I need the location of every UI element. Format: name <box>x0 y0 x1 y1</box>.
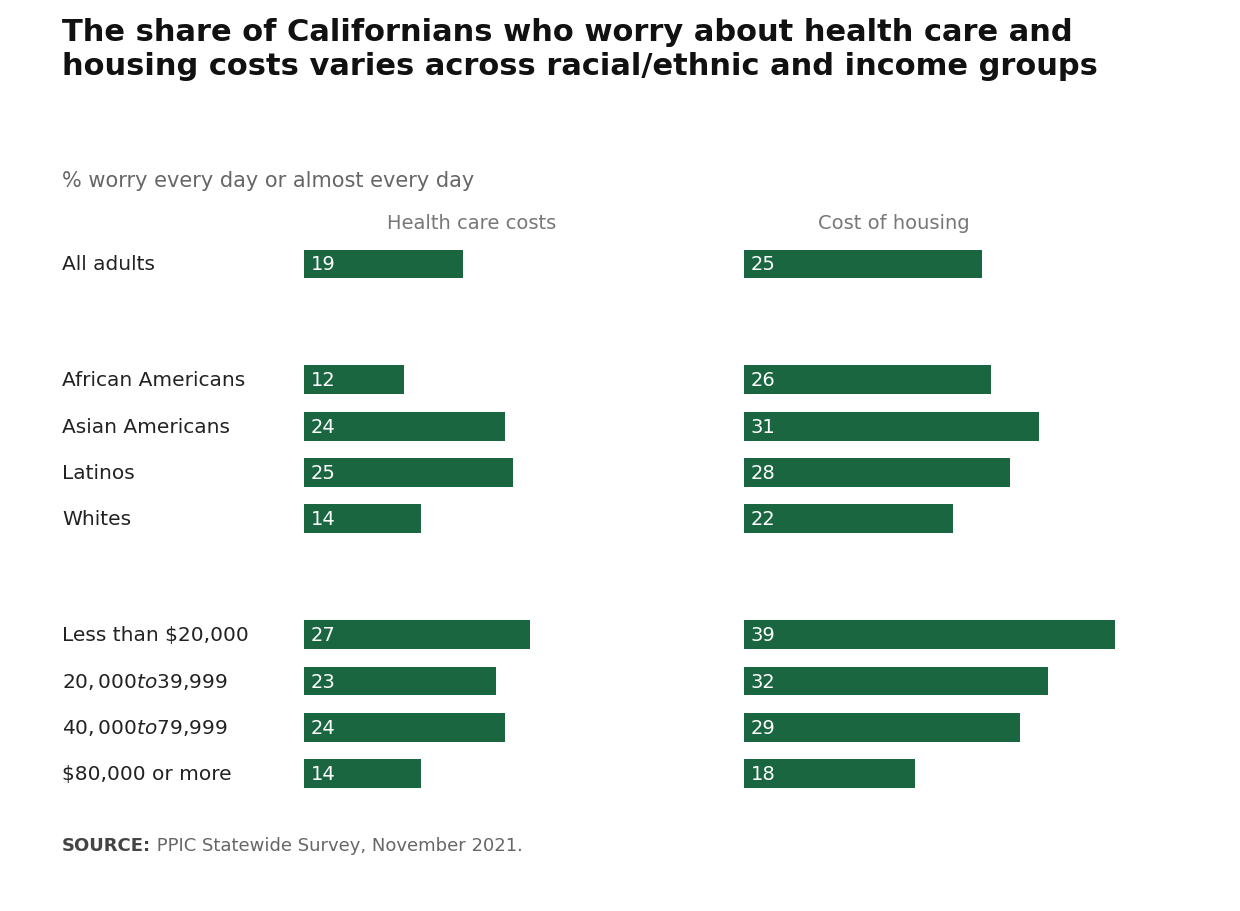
Text: 25: 25 <box>310 464 335 483</box>
Bar <box>744 505 954 534</box>
Text: 32: 32 <box>750 671 775 691</box>
Bar <box>744 413 1039 441</box>
Text: % worry every day or almost every day: % worry every day or almost every day <box>62 170 474 190</box>
Text: $80,000 or more: $80,000 or more <box>62 764 232 783</box>
Text: 25: 25 <box>750 255 775 274</box>
Text: SOURCE:: SOURCE: <box>62 836 151 855</box>
Text: 18: 18 <box>750 764 775 783</box>
Text: 22: 22 <box>750 510 775 528</box>
Text: $20,000 to $39,999: $20,000 to $39,999 <box>62 671 227 691</box>
Bar <box>304 760 422 788</box>
Bar <box>744 366 991 394</box>
Bar <box>304 413 505 441</box>
Text: 14: 14 <box>310 764 335 783</box>
Bar <box>744 667 1048 696</box>
Bar <box>744 760 915 788</box>
Bar <box>744 251 982 279</box>
Text: Cost of housing: Cost of housing <box>818 213 970 232</box>
Text: 39: 39 <box>750 626 775 644</box>
Bar <box>744 458 1011 487</box>
Text: African Americans: African Americans <box>62 371 246 390</box>
Text: 12: 12 <box>310 371 335 390</box>
Text: 19: 19 <box>310 255 335 274</box>
Text: PPIC Statewide Survey, November 2021.: PPIC Statewide Survey, November 2021. <box>151 836 523 855</box>
Text: All adults: All adults <box>62 255 155 274</box>
Bar <box>744 713 1019 742</box>
Text: 14: 14 <box>310 510 335 528</box>
Text: 26: 26 <box>750 371 775 390</box>
Text: Health care costs: Health care costs <box>387 213 556 232</box>
Bar <box>744 620 1115 650</box>
Text: 24: 24 <box>310 417 335 436</box>
Text: Asian Americans: Asian Americans <box>62 417 229 436</box>
Text: Latinos: Latinos <box>62 464 135 483</box>
Bar <box>304 458 513 487</box>
Bar <box>304 251 463 279</box>
Text: $40,000 to $79,999: $40,000 to $79,999 <box>62 718 227 738</box>
Bar <box>304 667 496 696</box>
Text: 29: 29 <box>750 718 775 737</box>
Bar <box>304 713 505 742</box>
Text: 23: 23 <box>310 671 335 691</box>
Text: 27: 27 <box>310 626 335 644</box>
Text: 24: 24 <box>310 718 335 737</box>
Text: Less than $20,000: Less than $20,000 <box>62 626 249 644</box>
Bar <box>304 505 422 534</box>
Text: 31: 31 <box>750 417 775 436</box>
Bar <box>304 620 529 650</box>
Text: 28: 28 <box>750 464 775 483</box>
Text: Whites: Whites <box>62 510 131 528</box>
Text: The share of Californians who worry about health care and
housing costs varies a: The share of Californians who worry abou… <box>62 17 1097 81</box>
Bar <box>304 366 404 394</box>
